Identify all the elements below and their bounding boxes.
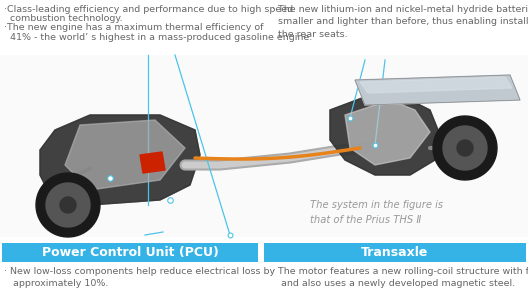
FancyBboxPatch shape [0, 55, 528, 237]
Text: · New low-loss components help reduce electrical loss by
   approximately 10%.: · New low-loss components help reduce el… [4, 267, 275, 288]
Polygon shape [60, 197, 76, 213]
Text: · The motor features a new rolling-coil structure with fewer wires,
   and also : · The motor features a new rolling-coil … [272, 267, 528, 288]
Text: Power Control Unit (PCU): Power Control Unit (PCU) [42, 246, 219, 259]
Polygon shape [46, 183, 90, 227]
Polygon shape [443, 126, 487, 170]
Polygon shape [433, 116, 497, 180]
Text: 41% - the world’ s highest in a mass-produced gasoline engine.: 41% - the world’ s highest in a mass-pro… [4, 32, 312, 41]
Polygon shape [355, 75, 520, 105]
Polygon shape [330, 95, 440, 175]
Polygon shape [330, 95, 440, 175]
Polygon shape [36, 173, 100, 237]
Polygon shape [40, 115, 200, 205]
Text: · The new lithium-ion and nickel-metal hydride batteries are both
  smaller and : · The new lithium-ion and nickel-metal h… [272, 5, 528, 39]
Polygon shape [40, 115, 200, 205]
Text: combustion technology.: combustion technology. [4, 14, 122, 23]
Text: ·The new engine has a maximum thermal efficiency of: ·The new engine has a maximum thermal ef… [4, 23, 263, 32]
Polygon shape [140, 152, 165, 173]
Polygon shape [360, 77, 512, 93]
Text: Transaxle: Transaxle [361, 246, 429, 259]
Text: ·Class-leading efficiency and performance due to high speed: ·Class-leading efficiency and performanc… [4, 5, 293, 14]
FancyBboxPatch shape [264, 243, 526, 262]
Polygon shape [65, 120, 185, 190]
FancyBboxPatch shape [2, 243, 258, 262]
Polygon shape [345, 100, 430, 165]
Polygon shape [457, 140, 473, 156]
Text: The system in the figure is
that of the Prius THS Ⅱ: The system in the figure is that of the … [310, 200, 443, 225]
